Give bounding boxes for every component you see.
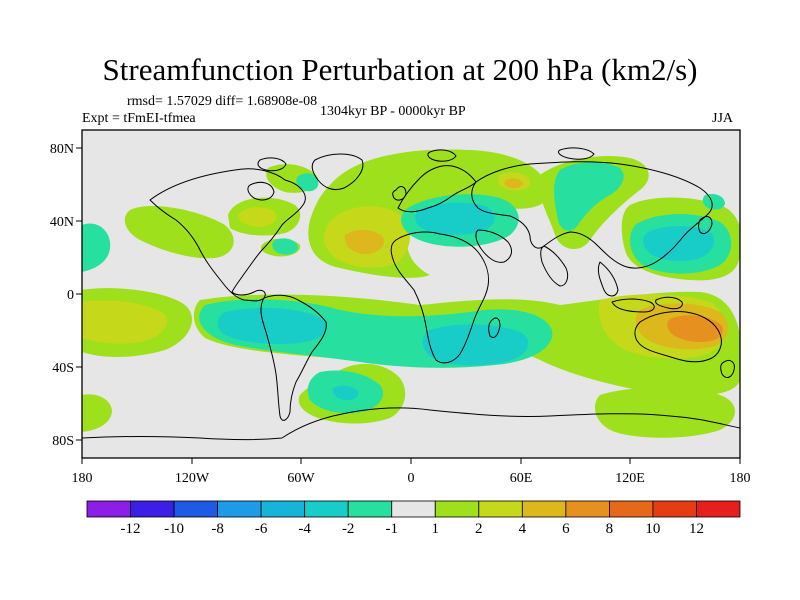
chart-title: Streamfunction Perturbation at 200 hPa (… [102,52,698,87]
coast-asia [471,161,713,269]
colorbar-label: 1 [432,521,440,537]
coast-hudson [247,181,275,201]
neg-region-west-pacific [82,223,111,272]
x-tick-120w: 120W [175,471,210,486]
pos-region-north-pacific [124,205,234,259]
neg-region-southern-africa [422,324,529,366]
colorbar-swatch [434,500,480,518]
coast-south-america [260,294,327,421]
colorbar-swatch [609,500,654,518]
pos-region-south-pacific-west [82,394,112,432]
neg-region-caribbean [272,238,298,255]
pos-region-eastern-us-core [238,207,277,227]
colorbar-label: -2 [342,521,355,537]
colorbar-label: 12 [689,521,704,537]
x-tick-180w: 180 [72,471,93,486]
colorbar-swatch [478,500,523,518]
x-tick-60w: 60W [287,471,315,486]
negative-anomaly-regions [82,162,732,414]
coast-indonesia [611,296,683,313]
season-label: JJA [712,111,734,126]
colorbar-swatch [173,500,219,518]
y-tick-80n: 80N [50,142,74,157]
coast-africa [390,231,489,364]
pos-region-atlantic-inner [344,229,385,255]
colorbar-label: -4 [298,521,311,537]
colorbar-label: -1 [385,521,398,537]
y-axis: 80N 40N 0 40S 80S [50,142,82,449]
neg-region-east-asia-core [643,226,715,262]
colorbar-swatch [565,500,610,518]
colorbar-swatch [391,500,436,518]
pos-region-southern-indian [595,387,735,438]
colorbar-swatch [260,500,306,518]
colorbar-swatch [86,500,131,518]
coast-india [540,245,569,287]
x-tick-60e: 60E [510,471,533,486]
coast-madagascar [488,317,501,339]
coast-new-zealand [720,359,735,378]
colorbar-swatch [217,500,262,518]
x-tick-180e: 180 [730,471,751,486]
y-tick-40n: 40N [50,215,74,230]
period-label: 1304kyr BP - 0000kyr BP [320,104,466,119]
stats-label: rmsd= 1.57029 diff= 1.68908e-08 [127,94,318,109]
y-tick-40s: 40S [52,361,74,376]
colorbar-swatch [130,500,175,518]
colorbar-label: 2 [475,521,483,537]
pos-region-australia-core [667,315,723,342]
neg-region-mediterranean-core [415,202,495,235]
coast-arabia [475,229,512,263]
y-tick-0: 0 [67,288,74,303]
colorbar-label: -10 [164,521,184,537]
neg-region-far-west-pacific [702,194,725,210]
colorbar-swatch [347,500,393,518]
coast-north-america [149,168,306,302]
pos-region-tropical-east-pacific-core [82,300,168,344]
colorbar-label: -12 [121,521,141,537]
coast-japan [698,216,713,235]
pos-region-siberia-core [504,178,523,189]
map-plot [82,130,740,458]
coast-greenland [311,153,364,191]
coastlines [82,147,740,440]
colorbar-label: 4 [519,521,527,537]
x-tick-120e: 120E [615,471,645,486]
colorbar-swatch [304,500,349,518]
colorbar-swatch [521,500,567,518]
colorbar [86,500,741,518]
colorbar-labels: -12 -10 -8 -6 -4 -2 -1 1 2 4 6 8 10 12 [121,521,704,537]
colorbar-label: -8 [211,521,224,537]
experiment-label: Expt = tFmEI-tfmea [82,111,196,126]
colorbar-label: 10 [645,521,660,537]
x-tick-0: 0 [408,471,415,486]
neg-region-central-asia [554,162,624,231]
colorbar-label: 6 [562,521,570,537]
colorbar-label: 8 [606,521,614,537]
neg-region-tropical-americas-core [217,307,328,345]
coast-arctic-islands [257,147,595,172]
colorbar-swatch [652,500,697,518]
x-axis: 180 120W 60W 0 60E 120E 180 [72,458,751,486]
neg-region-southern-ocean-core [332,385,359,401]
colorbar-label: -6 [255,521,268,537]
coast-antarctica [82,407,740,440]
coast-australia [634,311,722,363]
colorbar-swatch [696,500,741,518]
neg-region-arctic-canada [296,173,319,192]
coast-uk [392,186,407,201]
coast-southeast-asia [597,261,619,297]
y-tick-80s: 80S [52,434,74,449]
